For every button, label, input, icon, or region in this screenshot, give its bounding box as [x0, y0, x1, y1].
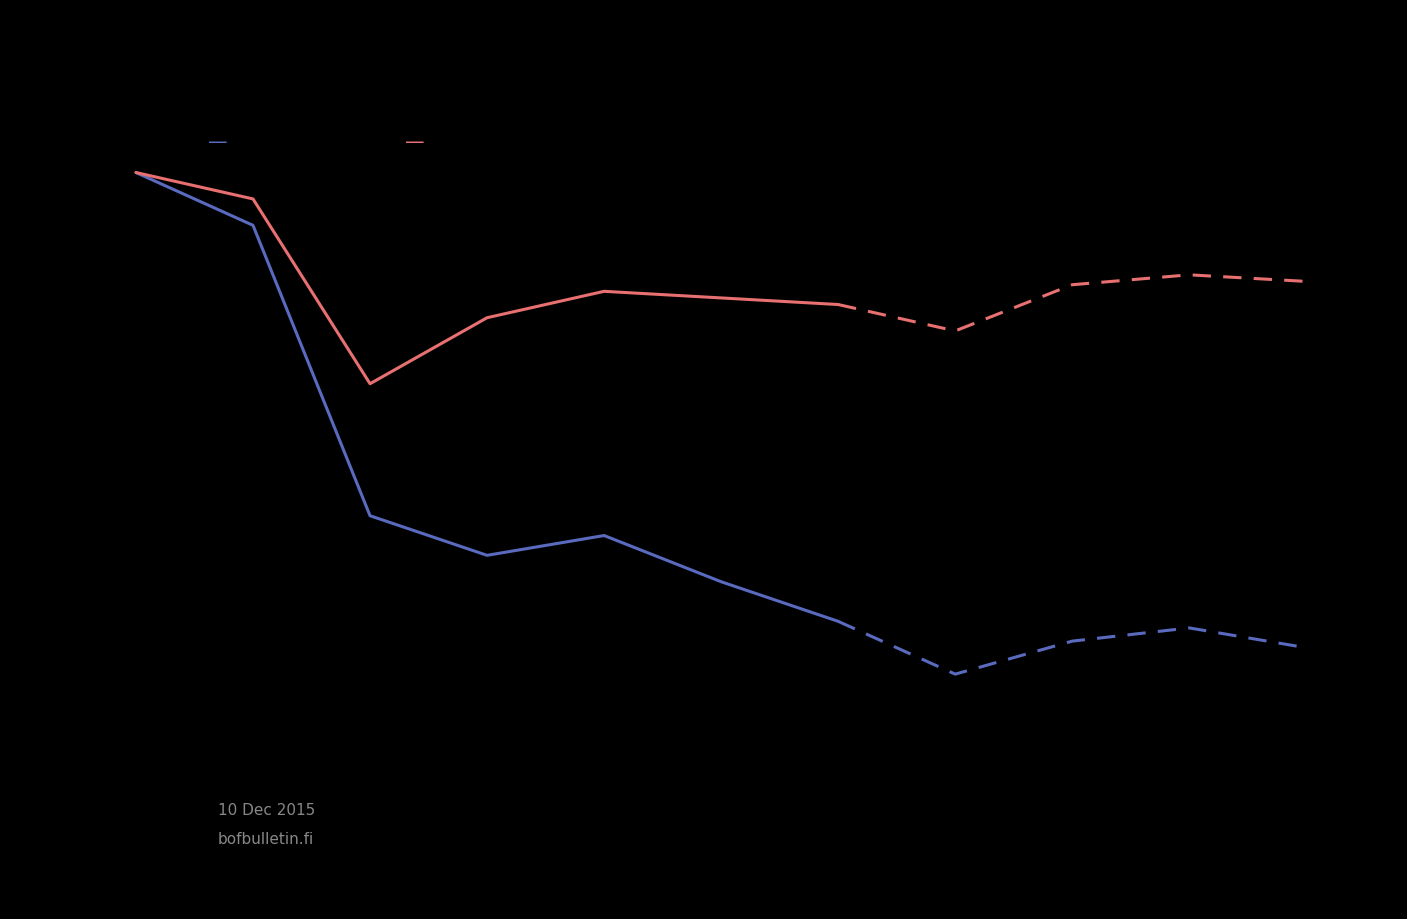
Text: 10 Dec 2015: 10 Dec 2015 — [218, 803, 315, 818]
Text: —: — — [405, 133, 425, 152]
Text: bofbulletin.fi: bofbulletin.fi — [218, 833, 314, 847]
Text: —: — — [208, 133, 228, 152]
